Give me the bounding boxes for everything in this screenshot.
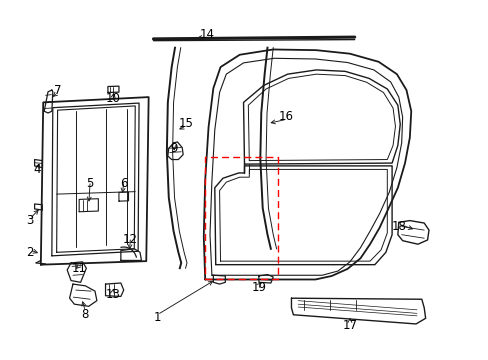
Text: 10: 10 (105, 93, 120, 105)
Text: 3: 3 (26, 214, 34, 227)
Text: 17: 17 (342, 319, 357, 332)
Text: 15: 15 (178, 117, 193, 130)
Text: 6: 6 (120, 177, 127, 190)
Text: 8: 8 (81, 307, 89, 320)
Text: 18: 18 (390, 220, 406, 233)
Text: 5: 5 (86, 177, 94, 190)
Text: 11: 11 (72, 262, 86, 275)
Text: 19: 19 (251, 281, 266, 294)
Text: 7: 7 (54, 84, 61, 96)
Text: 4: 4 (34, 163, 41, 176)
Text: 16: 16 (279, 110, 294, 123)
Text: 1: 1 (153, 311, 161, 324)
Text: 12: 12 (122, 234, 138, 247)
Text: 9: 9 (169, 142, 177, 155)
Text: 13: 13 (105, 288, 120, 301)
Text: 2: 2 (26, 246, 34, 259)
Text: 14: 14 (199, 28, 214, 41)
